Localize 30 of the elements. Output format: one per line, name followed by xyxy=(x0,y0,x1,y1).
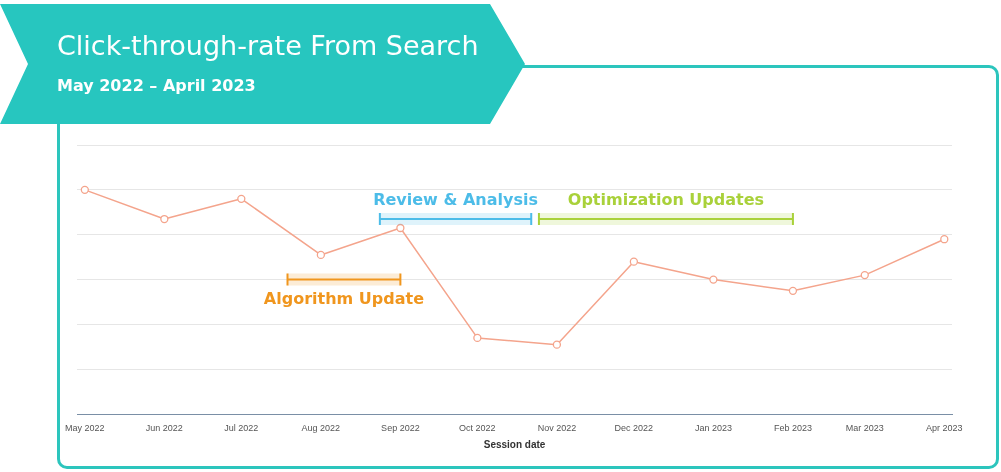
band-label: Review & Analysis xyxy=(373,190,538,210)
x-tick-label: Nov 2022 xyxy=(537,423,577,434)
point xyxy=(80,185,89,195)
x-tick-label: Dec 2022 xyxy=(614,423,654,434)
x-tick-label: Sep 2022 xyxy=(381,423,420,434)
x-tick-label: Jan 2023 xyxy=(694,423,732,434)
chart-title: Click-through-rate From Search xyxy=(57,30,479,61)
x-tick-label: Jul 2022 xyxy=(224,423,259,434)
point xyxy=(940,235,949,244)
point xyxy=(552,340,562,349)
x-tick-label: Feb 2023 xyxy=(773,423,812,434)
x-tick-label: Jun 2022 xyxy=(145,423,183,434)
point xyxy=(316,250,325,260)
x-tick-label: Mar 2023 xyxy=(845,423,884,434)
band-label: Optimization Updates xyxy=(567,190,765,210)
point xyxy=(709,275,718,284)
x-axis-title: Session date xyxy=(483,438,546,450)
point xyxy=(629,257,639,266)
point xyxy=(237,194,246,203)
point xyxy=(788,286,798,295)
x-tick-label: Apr 2023 xyxy=(926,423,963,434)
point xyxy=(860,270,869,280)
point xyxy=(473,333,482,343)
point xyxy=(160,214,169,224)
x-tick-label: Oct 2022 xyxy=(459,423,496,434)
band-label: Algorithm Update xyxy=(263,288,425,308)
x-tick-label: May 2022 xyxy=(65,423,105,434)
chart-subtitle: May 2022 – April 2023 xyxy=(57,76,256,95)
x-tick-label: Aug 2022 xyxy=(301,423,341,434)
point xyxy=(396,223,405,233)
